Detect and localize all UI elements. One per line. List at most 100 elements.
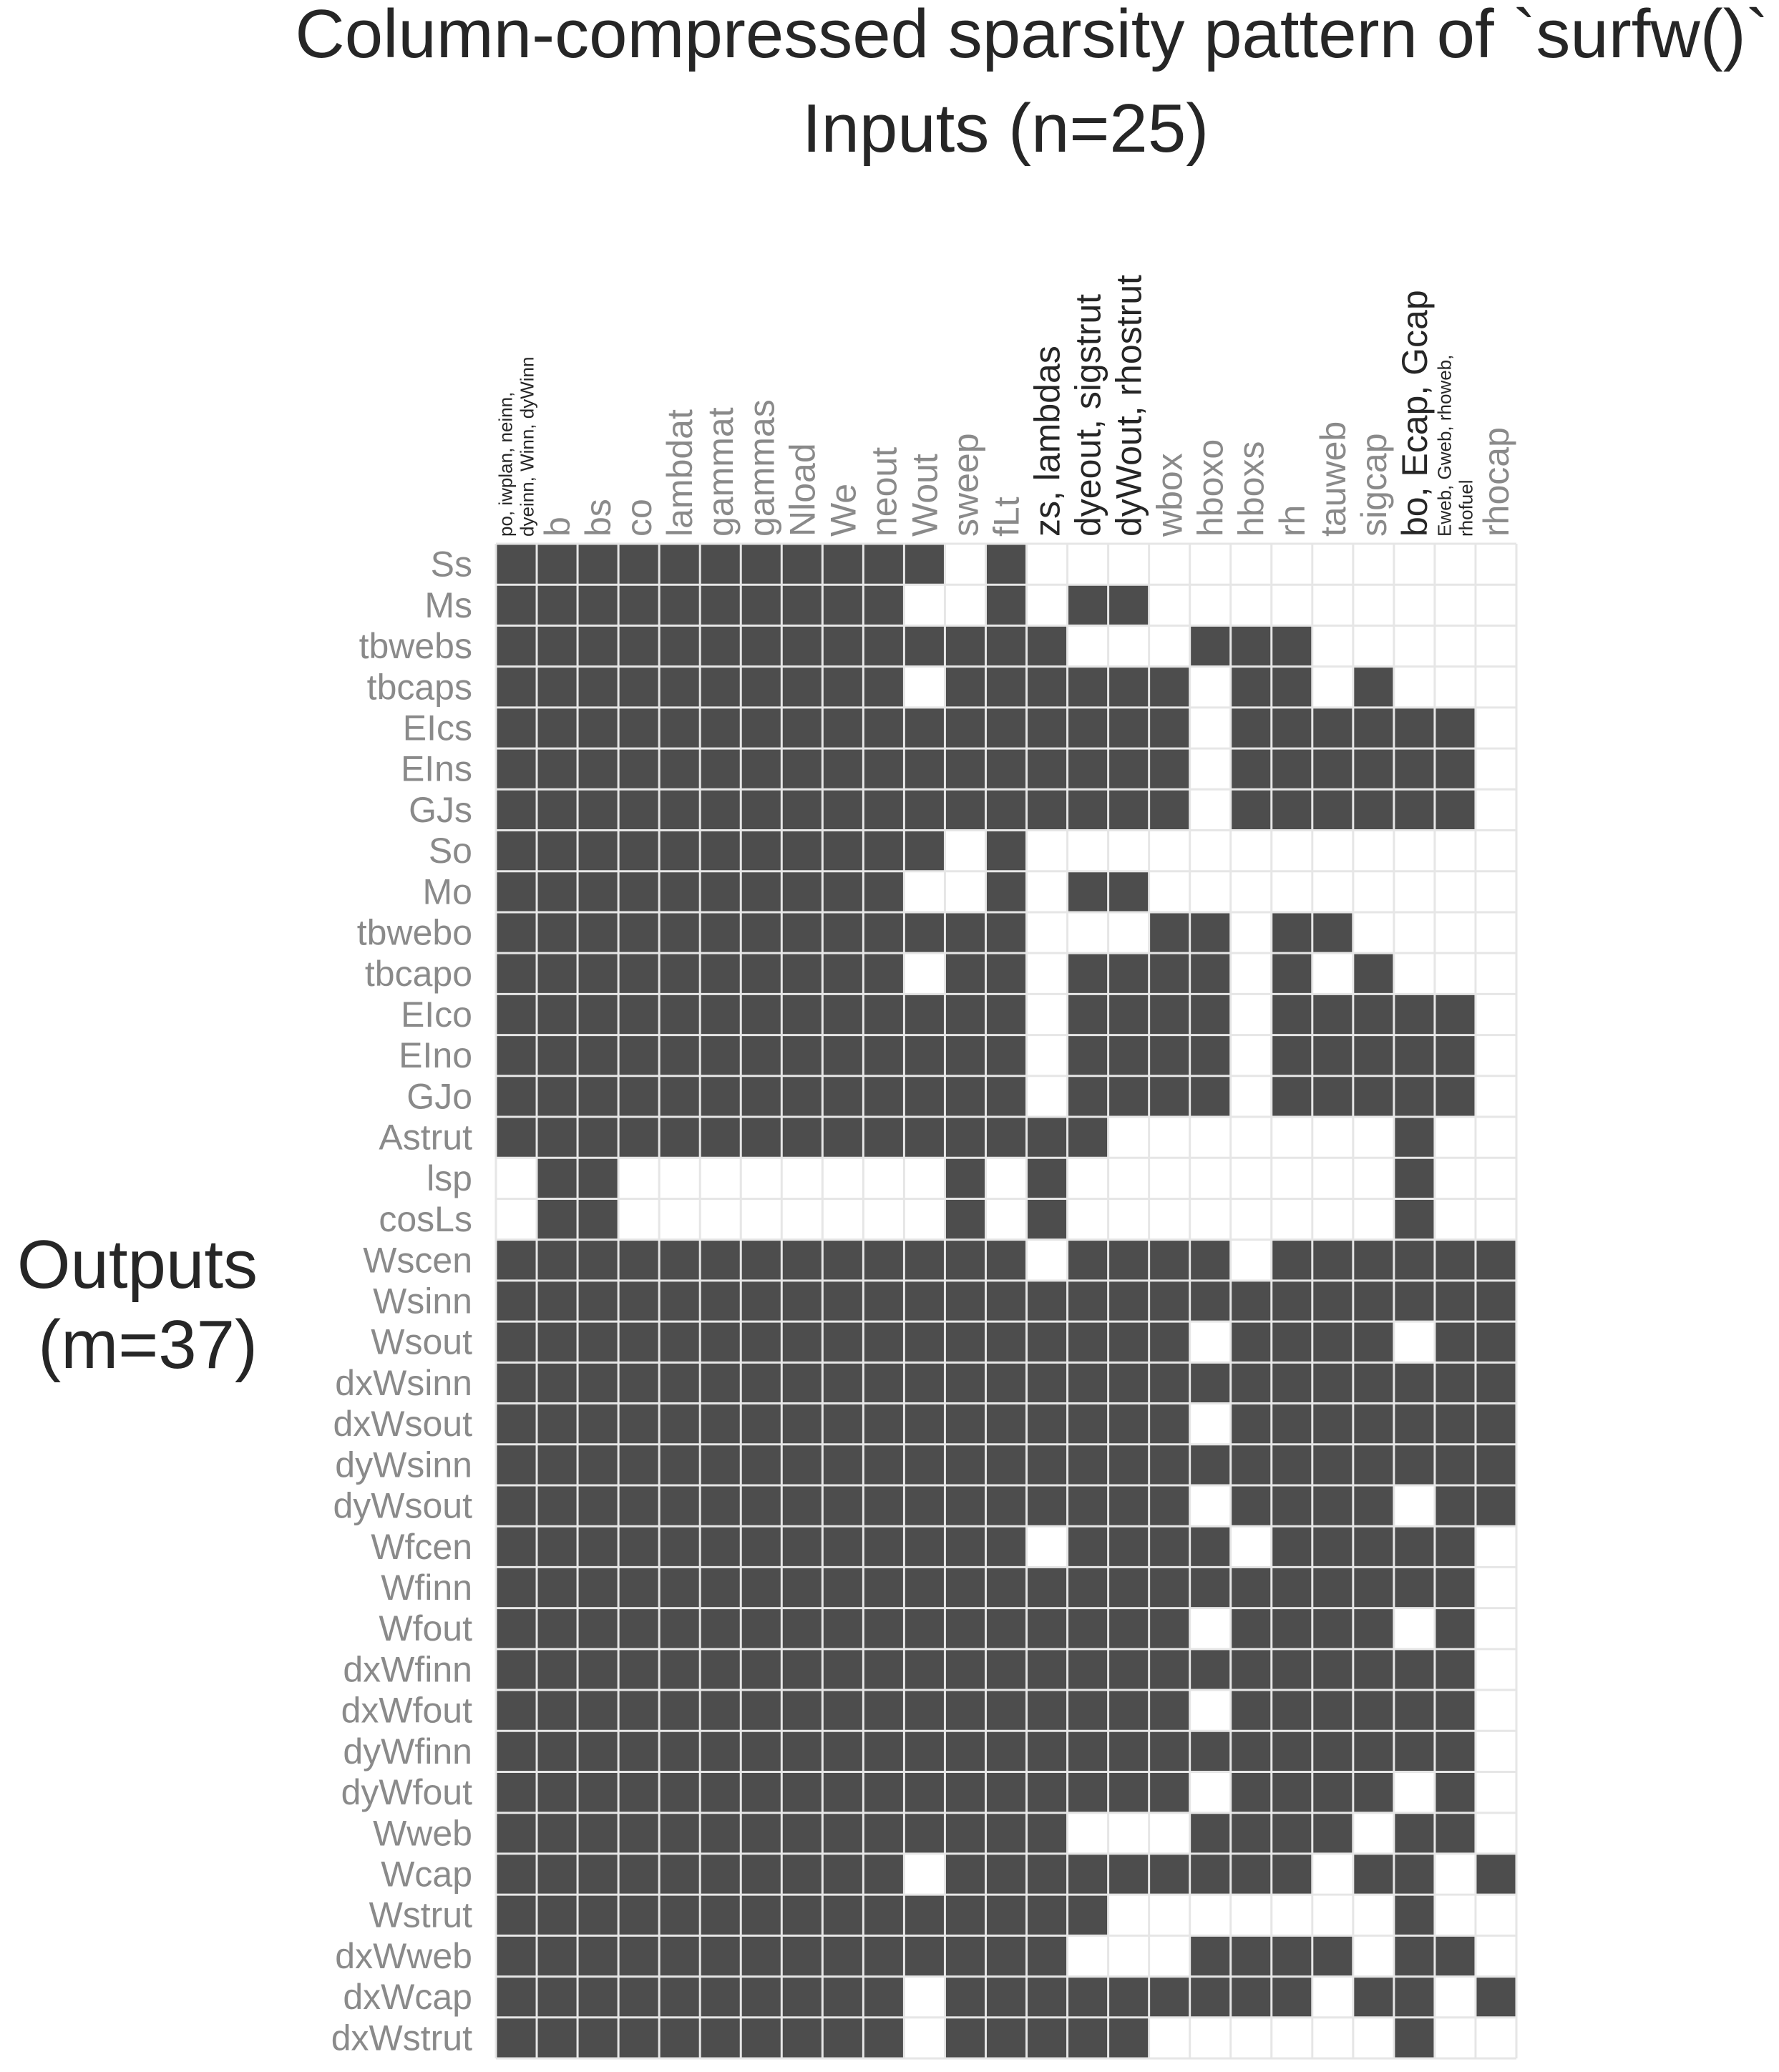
cell-Wstrut-9 (863, 1895, 905, 1936)
cell-dxWsinn-13 (1026, 1362, 1068, 1404)
cell-GJo-8 (822, 1075, 864, 1118)
cell-tbcaps-3 (618, 666, 660, 708)
cell-dxWfinn-21 (1352, 1648, 1394, 1691)
cell-Ms-12 (985, 585, 1027, 626)
cell-Wsinn-15 (1108, 1280, 1149, 1322)
cell-tbcapo-17 (1189, 953, 1231, 995)
cell-tbwebs-13 (1026, 625, 1068, 667)
cell-dxWfinn-17 (1189, 1648, 1231, 1691)
cell-tbwebs-19 (1271, 625, 1312, 667)
cell-dyWsout-3 (618, 1485, 660, 1527)
cell-EIco-7 (781, 994, 823, 1035)
cell-GJs-23 (1434, 789, 1476, 831)
row-label-Wfcen: Wfcen (371, 1527, 472, 1567)
cell-EIns-6 (741, 748, 782, 790)
cell-Wscen-4 (659, 1239, 701, 1281)
cell-EIno-21 (1352, 1035, 1394, 1076)
x-axis-label: Inputs (n=25) (802, 90, 1209, 167)
cell-tbcapo-8 (822, 953, 864, 995)
cell-EIcs-2 (577, 707, 619, 749)
row-label-dxWfinn: dxWfinn (343, 1649, 472, 1689)
cell-Wfinn-9 (863, 1567, 905, 1608)
cell-Wcap-21 (1352, 1853, 1394, 1895)
cell-dxWcap-9 (863, 1976, 905, 2018)
cell-dyWfinn-11 (945, 1731, 986, 1772)
cell-GJo-17 (1189, 1075, 1231, 1118)
cell-EIno-6 (741, 1035, 782, 1076)
cell-Wscen-14 (1067, 1239, 1108, 1281)
cell-dxWfout-16 (1149, 1690, 1190, 1731)
cell-EIcs-0 (496, 707, 537, 749)
cell-Wcap-14 (1067, 1853, 1108, 1895)
cell-Wfcen-14 (1067, 1526, 1108, 1568)
cell-Wfcen-17 (1189, 1526, 1231, 1568)
cell-Ss-2 (577, 544, 619, 585)
cell-tbcaps-7 (781, 666, 823, 708)
cell-Wfcen-0 (496, 1526, 537, 1568)
row-label-dxWsout: dxWsout (333, 1404, 472, 1444)
cell-EIco-19 (1271, 994, 1312, 1035)
cell-lsp-22 (1393, 1158, 1435, 1199)
cell-Wsinn-14 (1067, 1280, 1108, 1322)
cell-GJo-12 (985, 1075, 1027, 1118)
cell-GJs-15 (1108, 789, 1149, 831)
cell-dxWweb-3 (618, 1935, 660, 1977)
cell-Wsinn-16 (1149, 1280, 1190, 1322)
cell-Mo-9 (863, 871, 905, 912)
column-label-0: po, iwplan, neinn,dyeinn, Winn, dyWinn (495, 357, 538, 537)
cell-Wcap-17 (1189, 1853, 1231, 1895)
cell-Astrut-2 (577, 1117, 619, 1158)
row-label-EIcs: EIcs (403, 708, 472, 748)
cell-dyWfinn-18 (1230, 1731, 1272, 1772)
cell-EIns-23 (1434, 748, 1476, 790)
cell-EIco-4 (659, 994, 701, 1035)
cell-dyWsout-20 (1312, 1485, 1353, 1527)
cell-dxWcap-19 (1271, 1976, 1312, 2018)
cell-dyWsout-11 (945, 1485, 986, 1527)
cell-Ms-0 (496, 585, 537, 626)
cell-Wsout-24 (1475, 1321, 1516, 1363)
cell-Wsinn-6 (741, 1280, 782, 1322)
cell-Wsinn-0 (496, 1280, 537, 1322)
cell-EIcs-23 (1434, 707, 1476, 749)
cell-EIno-17 (1189, 1035, 1231, 1076)
cell-dxWsout-10 (904, 1403, 945, 1445)
cell-Astrut-4 (659, 1117, 701, 1158)
cell-EIco-1 (537, 994, 578, 1035)
cell-dxWsout-19 (1271, 1403, 1312, 1445)
cell-dyWsout-7 (781, 1485, 823, 1527)
cell-dxWfout-0 (496, 1690, 537, 1731)
cell-EIcs-9 (863, 707, 905, 749)
cell-Wfout-8 (822, 1608, 864, 1649)
cell-dxWfout-14 (1067, 1690, 1108, 1731)
cell-EIno-4 (659, 1035, 701, 1076)
cell-Mo-6 (741, 871, 782, 912)
column-label-3: co (619, 499, 659, 537)
cell-Wweb-18 (1230, 1812, 1272, 1854)
cell-Astrut-14 (1067, 1117, 1108, 1158)
cell-Wstrut-10 (904, 1895, 945, 1936)
grid-lines (494, 542, 1518, 2060)
cell-Wscen-8 (822, 1239, 864, 1281)
cell-Wfcen-20 (1312, 1526, 1353, 1568)
cell-tbwebs-12 (985, 625, 1027, 667)
cell-Wfout-3 (618, 1608, 660, 1649)
cell-dxWstrut-2 (577, 2017, 619, 2058)
column-label-22: bo, Ecap, Gcap (1395, 290, 1435, 537)
cell-Astrut-8 (822, 1117, 864, 1158)
cell-Wfout-0 (496, 1608, 537, 1649)
cell-Wstrut-0 (496, 1895, 537, 1936)
cell-Wcap-13 (1026, 1853, 1068, 1895)
cell-lsp-13 (1026, 1158, 1068, 1199)
cell-EIns-1 (537, 748, 578, 790)
row-label-GJs: GJs (409, 790, 472, 830)
cell-dxWcap-5 (700, 1976, 741, 2018)
cell-Mo-15 (1108, 871, 1149, 912)
cell-Wweb-2 (577, 1812, 619, 1854)
cell-dxWsinn-19 (1271, 1362, 1312, 1404)
cell-dxWstrut-11 (945, 2017, 986, 2058)
cell-dyWfinn-12 (985, 1731, 1027, 1772)
cell-tbcaps-15 (1108, 666, 1149, 708)
cell-dxWsout-5 (700, 1403, 741, 1445)
cell-GJo-1 (537, 1075, 578, 1118)
